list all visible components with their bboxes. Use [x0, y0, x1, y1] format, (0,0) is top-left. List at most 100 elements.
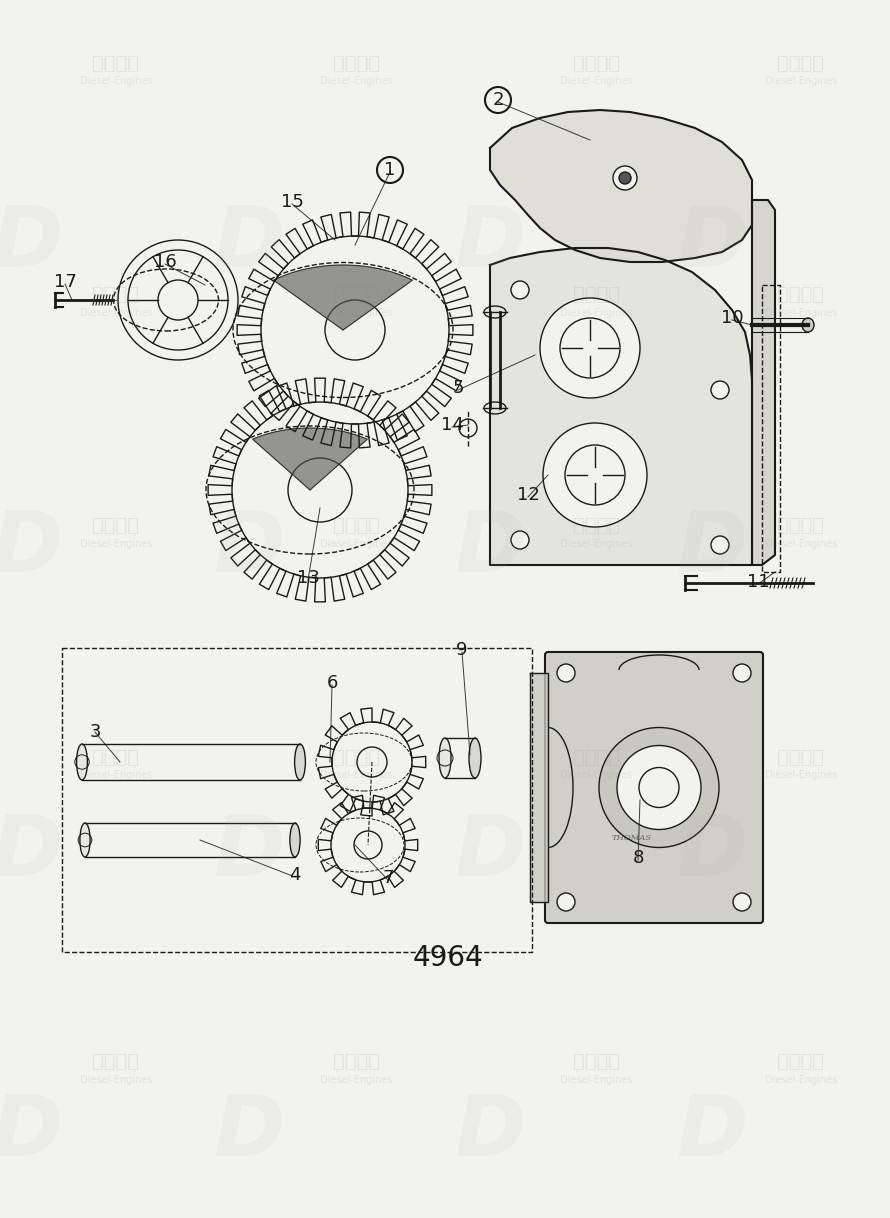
Text: 聚发动力: 聚发动力: [573, 1052, 619, 1072]
Circle shape: [511, 281, 529, 298]
Text: 聚发动力: 聚发动力: [778, 516, 824, 536]
Text: Diesel-Engines: Diesel-Engines: [79, 307, 152, 318]
Text: 1: 1: [384, 161, 396, 179]
Text: 16: 16: [154, 253, 176, 270]
Text: 13: 13: [296, 569, 320, 587]
Text: 聚发动力: 聚发动力: [333, 516, 379, 536]
Text: Diesel-Engines: Diesel-Engines: [79, 1074, 152, 1085]
Circle shape: [711, 536, 729, 554]
Text: 聚发动力: 聚发动力: [333, 1052, 379, 1072]
Text: Diesel-Engines: Diesel-Engines: [560, 307, 633, 318]
Text: Diesel-Engines: Diesel-Engines: [765, 770, 837, 781]
Polygon shape: [490, 248, 752, 565]
Text: D: D: [214, 1091, 285, 1174]
Text: Diesel-Engines: Diesel-Engines: [560, 770, 633, 781]
Text: 聚发动力: 聚发动力: [93, 285, 139, 304]
Text: D: D: [676, 202, 748, 285]
Text: D: D: [454, 202, 525, 285]
Text: Diesel-Engines: Diesel-Engines: [765, 1074, 837, 1085]
Text: THOMAS: THOMAS: [612, 834, 652, 842]
Text: D: D: [0, 507, 62, 590]
Text: D: D: [676, 507, 748, 590]
Text: D: D: [214, 811, 285, 894]
Text: 聚发动力: 聚发动力: [333, 748, 379, 767]
Text: 聚发动力: 聚发动力: [93, 54, 139, 73]
Text: 5: 5: [452, 379, 464, 397]
Text: D: D: [676, 811, 748, 894]
Text: D: D: [454, 1091, 525, 1174]
Circle shape: [733, 893, 751, 911]
Text: D: D: [454, 811, 525, 894]
Text: 11: 11: [747, 572, 769, 591]
Circle shape: [459, 419, 477, 437]
FancyBboxPatch shape: [545, 652, 763, 923]
Polygon shape: [752, 200, 775, 565]
Polygon shape: [530, 674, 548, 903]
Text: 9: 9: [457, 641, 468, 659]
Text: 聚发动力: 聚发动力: [778, 748, 824, 767]
Text: Diesel-Engines: Diesel-Engines: [765, 538, 837, 549]
Text: Diesel-Engines: Diesel-Engines: [560, 538, 633, 549]
Text: 4964: 4964: [413, 944, 483, 972]
Circle shape: [613, 166, 637, 190]
Ellipse shape: [802, 318, 814, 333]
Polygon shape: [273, 266, 412, 330]
Text: 15: 15: [280, 192, 303, 211]
Text: D: D: [676, 1091, 748, 1174]
Text: D: D: [0, 1091, 62, 1174]
Text: Diesel-Engines: Diesel-Engines: [765, 76, 837, 86]
Circle shape: [557, 664, 575, 682]
Text: 8: 8: [632, 849, 643, 867]
Text: Diesel-Engines: Diesel-Engines: [79, 76, 152, 86]
Text: 2: 2: [492, 91, 504, 108]
Ellipse shape: [295, 744, 305, 780]
Circle shape: [511, 531, 529, 549]
Circle shape: [599, 727, 719, 848]
Text: 10: 10: [721, 309, 743, 326]
Text: 聚发动力: 聚发动力: [778, 1052, 824, 1072]
Text: Diesel-Engines: Diesel-Engines: [560, 76, 633, 86]
Circle shape: [617, 745, 701, 829]
Text: D: D: [0, 811, 62, 894]
Text: Diesel-Engines: Diesel-Engines: [79, 770, 152, 781]
Text: Diesel-Engines: Diesel-Engines: [320, 770, 392, 781]
Text: 聚发动力: 聚发动力: [333, 54, 379, 73]
Ellipse shape: [469, 738, 481, 778]
Text: D: D: [0, 202, 62, 285]
Text: 聚发动力: 聚发动力: [778, 54, 824, 73]
Polygon shape: [253, 428, 368, 490]
Circle shape: [540, 298, 640, 398]
Text: Diesel-Engines: Diesel-Engines: [560, 1074, 633, 1085]
Text: 聚发动力: 聚发动力: [573, 748, 619, 767]
Circle shape: [557, 893, 575, 911]
Text: 14: 14: [441, 417, 464, 434]
Circle shape: [619, 172, 631, 184]
Text: 3: 3: [89, 723, 101, 741]
Circle shape: [543, 423, 647, 527]
Ellipse shape: [439, 738, 451, 778]
Text: D: D: [214, 202, 285, 285]
Text: Diesel-Engines: Diesel-Engines: [79, 538, 152, 549]
Text: Diesel-Engines: Diesel-Engines: [320, 538, 392, 549]
Polygon shape: [490, 110, 752, 262]
Circle shape: [711, 381, 729, 400]
Text: 聚发动力: 聚发动力: [93, 1052, 139, 1072]
Text: 12: 12: [516, 486, 539, 504]
Text: D: D: [214, 507, 285, 590]
Text: 17: 17: [53, 273, 77, 291]
Ellipse shape: [80, 823, 90, 857]
Text: 聚发动力: 聚发动力: [778, 285, 824, 304]
Text: Diesel-Engines: Diesel-Engines: [320, 1074, 392, 1085]
Text: 6: 6: [327, 674, 337, 692]
Text: 聚发动力: 聚发动力: [333, 285, 379, 304]
Text: 聚发动力: 聚发动力: [93, 516, 139, 536]
Text: D: D: [454, 507, 525, 590]
Circle shape: [733, 664, 751, 682]
Text: Diesel-Engines: Diesel-Engines: [320, 76, 392, 86]
Text: 聚发动力: 聚发动力: [573, 516, 619, 536]
Text: 7: 7: [382, 868, 393, 887]
Text: 4: 4: [289, 866, 301, 884]
Text: 聚发动力: 聚发动力: [93, 748, 139, 767]
Text: 聚发动力: 聚发动力: [573, 54, 619, 73]
Text: 聚发动力: 聚发动力: [573, 285, 619, 304]
